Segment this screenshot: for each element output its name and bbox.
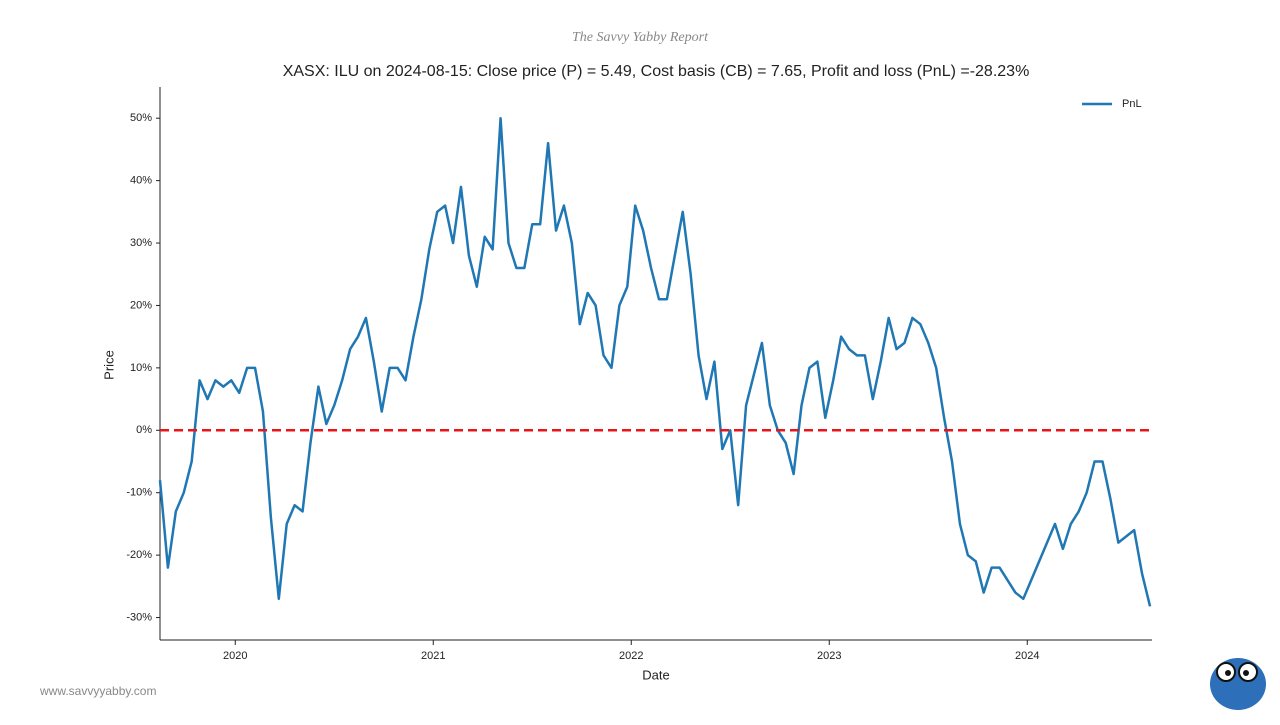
chart-title: XASX: ILU on 2024-08-15: Close price (P)… (283, 63, 1030, 80)
y-tick-label: 20% (130, 299, 152, 311)
logo (1210, 658, 1266, 710)
y-tick-label: -30% (126, 611, 152, 623)
x-tick-label: 2024 (1015, 650, 1039, 662)
x-axis-label: Date (642, 667, 669, 682)
y-tick-label: 40% (130, 175, 152, 187)
y-tick-label: -10% (126, 487, 152, 499)
x-tick-label: 2022 (619, 650, 643, 662)
legend-label: PnL (1122, 98, 1142, 110)
x-tick-label: 2021 (421, 650, 445, 662)
y-tick-label: 30% (130, 237, 152, 249)
y-tick-label: 50% (130, 112, 152, 124)
y-tick-label: -20% (126, 549, 152, 561)
y-axis-label: Price (101, 350, 116, 380)
footer: www.savvyyabby.com (39, 684, 156, 698)
x-tick-label: 2020 (223, 650, 247, 662)
watermark: The Savvy Yabby Report (572, 30, 709, 45)
y-tick-label: 10% (130, 362, 152, 374)
y-tick-label: 0% (136, 424, 152, 436)
x-tick-label: 2023 (817, 650, 841, 662)
pnl-line (158, 116, 1152, 607)
